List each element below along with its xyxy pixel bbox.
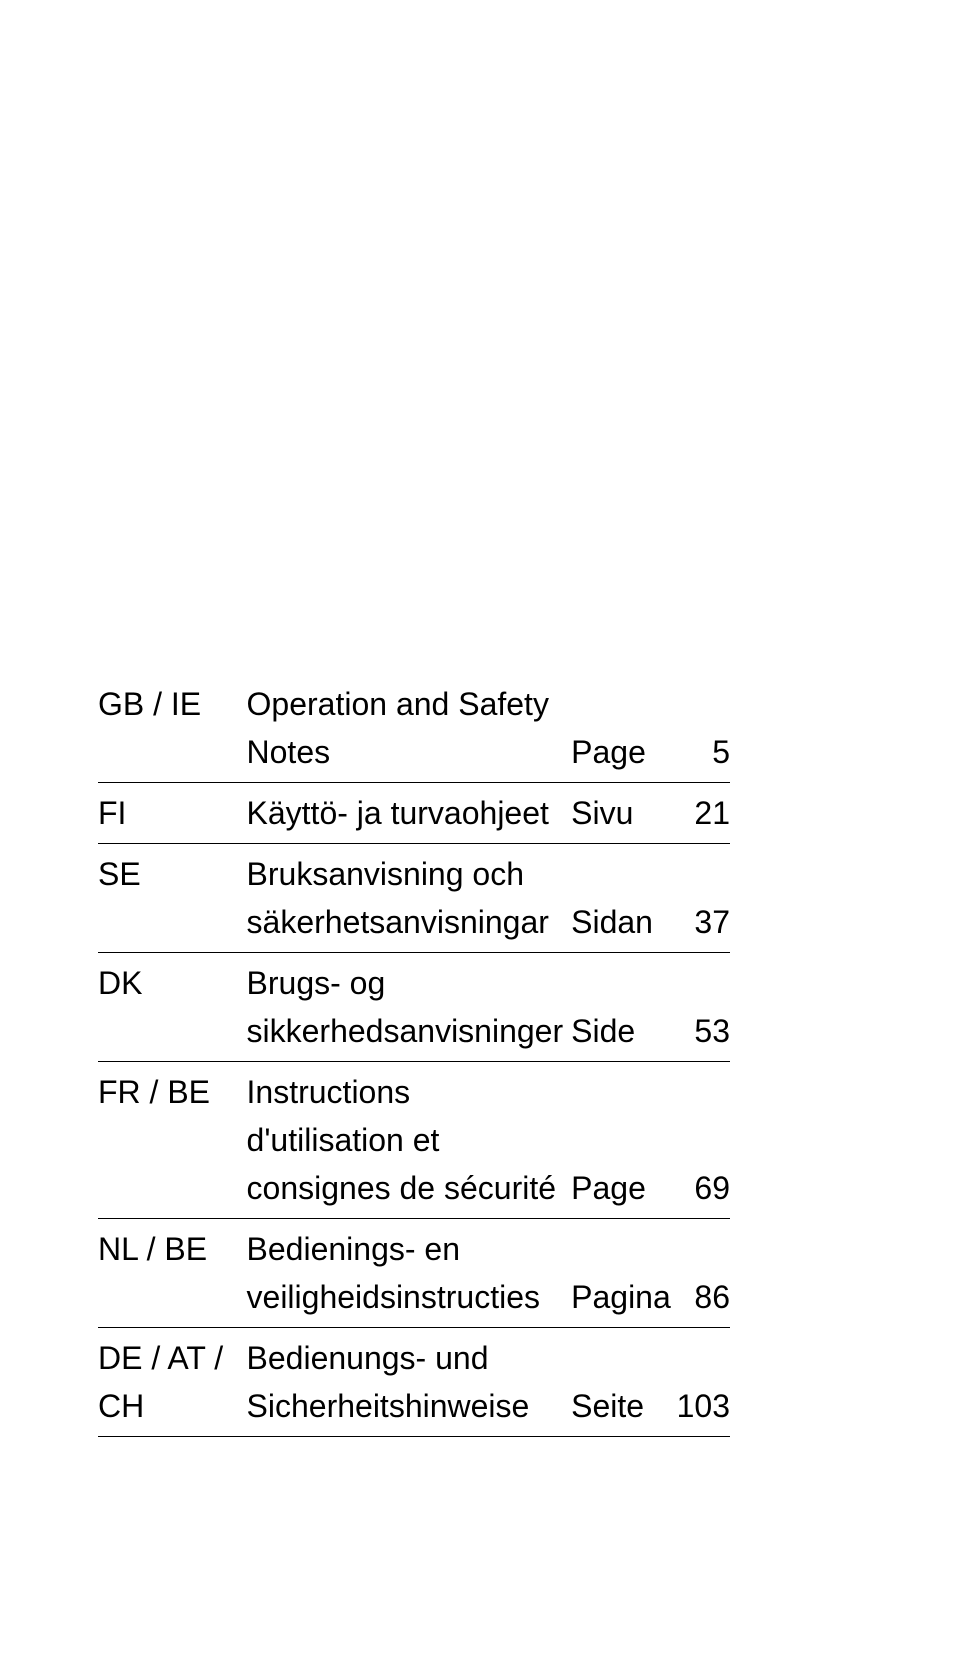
region-code: SE bbox=[98, 844, 247, 953]
table-row: FIKäyttö- ja turvaohjeetSivu21 bbox=[98, 783, 730, 844]
region-code: DE / AT / CH bbox=[98, 1328, 247, 1437]
page-number: 5 bbox=[675, 680, 730, 783]
page-label: Side bbox=[571, 953, 675, 1062]
table-row: SEBruksanvisning och säkerhetsanvisninga… bbox=[98, 844, 730, 953]
description: Instructions d'utilisation et consignes … bbox=[247, 1062, 572, 1219]
table-row: DE / AT / CHBedienungs- und Sicherheitsh… bbox=[98, 1328, 730, 1437]
description: Bedienungs- und Sicherheitshinweise bbox=[247, 1328, 572, 1437]
description: Bruksanvisning och säkerhetsanvisningar bbox=[247, 844, 572, 953]
page-label: Sidan bbox=[571, 844, 675, 953]
page-number: 69 bbox=[675, 1062, 730, 1219]
page-label: Seite bbox=[571, 1328, 675, 1437]
description: Operation and Safety Notes bbox=[247, 680, 572, 783]
description: Käyttö- ja turvaohjeet bbox=[247, 783, 572, 844]
page-label: Pagina bbox=[571, 1219, 675, 1328]
region-code: GB / IE bbox=[98, 680, 247, 783]
page-number: 53 bbox=[675, 953, 730, 1062]
page-label: Sivu bbox=[571, 783, 675, 844]
region-code: DK bbox=[98, 953, 247, 1062]
page-label: Page bbox=[571, 1062, 675, 1219]
language-index-table: GB / IEOperation and Safety NotesPage5FI… bbox=[98, 680, 730, 1437]
table-row: NL / BEBedienings- en veiligheidsinstruc… bbox=[98, 1219, 730, 1328]
region-code: FI bbox=[98, 783, 247, 844]
page-number: 86 bbox=[675, 1219, 730, 1328]
page-number: 37 bbox=[675, 844, 730, 953]
table-row: GB / IEOperation and Safety NotesPage5 bbox=[98, 680, 730, 783]
page-number: 21 bbox=[675, 783, 730, 844]
table-row: FR / BEInstructions d'utilisation et con… bbox=[98, 1062, 730, 1219]
description: Brugs- og sikkerhedsanvisninger bbox=[247, 953, 572, 1062]
description: Bedienings- en veiligheidsinstructies bbox=[247, 1219, 572, 1328]
table-row: DKBrugs- og sikkerhedsanvisningerSide53 bbox=[98, 953, 730, 1062]
page-label: Page bbox=[571, 680, 675, 783]
page-number: 103 bbox=[675, 1328, 730, 1437]
region-code: NL / BE bbox=[98, 1219, 247, 1328]
region-code: FR / BE bbox=[98, 1062, 247, 1219]
toc-table: GB / IEOperation and Safety NotesPage5FI… bbox=[98, 680, 730, 1437]
